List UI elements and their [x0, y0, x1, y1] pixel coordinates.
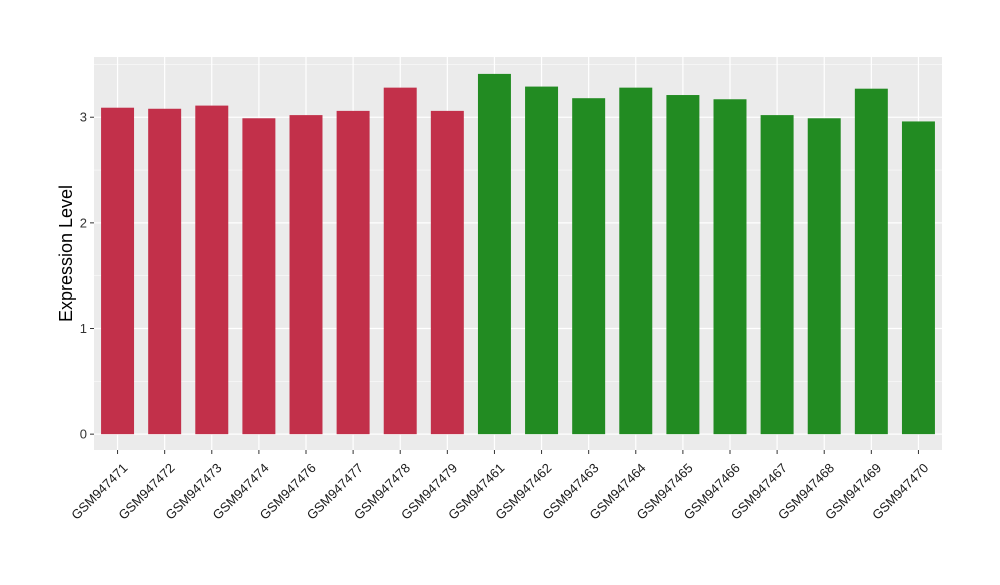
minor-gridlines [94, 64, 942, 382]
bar [242, 118, 276, 435]
bar [807, 118, 841, 435]
bar [572, 98, 606, 435]
bar [430, 110, 464, 435]
bar [854, 88, 888, 435]
x-axis: GSM947471GSM947472GSM947473GSM947474GSM9… [68, 450, 931, 523]
plot-panel [94, 57, 942, 450]
bar [336, 110, 370, 435]
bar [713, 99, 747, 435]
bar [195, 105, 229, 435]
bar [619, 87, 653, 435]
bar [289, 115, 323, 435]
bar [101, 107, 135, 435]
y-axis: 0 1 2 3 [80, 110, 94, 442]
y-tick-label: 2 [80, 215, 87, 230]
bar [666, 95, 700, 435]
bar [901, 121, 935, 435]
y-tick-label: 0 [80, 427, 87, 442]
y-tick-label: 1 [80, 321, 87, 336]
bars [101, 73, 935, 435]
y-tick-label: 3 [80, 110, 87, 125]
bar [477, 73, 511, 435]
bar [383, 87, 417, 435]
y-axis-label: Expression Level [56, 185, 76, 322]
bar [148, 108, 182, 435]
bar [525, 86, 559, 435]
bar [760, 115, 794, 435]
